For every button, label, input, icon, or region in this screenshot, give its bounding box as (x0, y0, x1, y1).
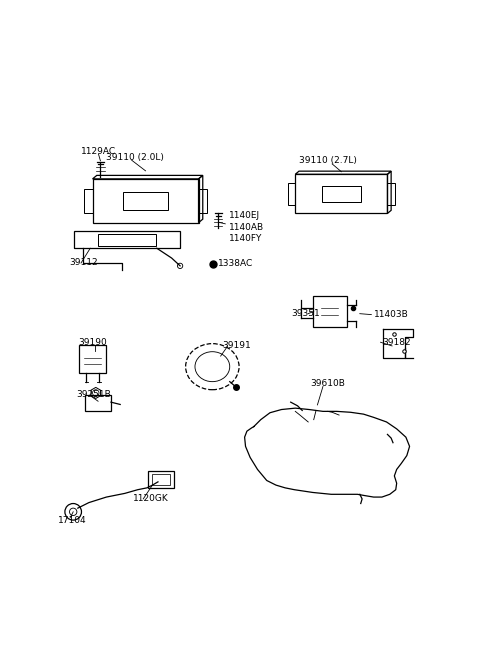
Text: 39610B: 39610B (310, 379, 345, 388)
Text: 39110 (2.7L): 39110 (2.7L) (299, 156, 357, 165)
Bar (152, 474, 170, 485)
Text: 39191: 39191 (223, 341, 251, 350)
Bar (85, 395, 111, 411)
Bar (123, 191, 168, 210)
Bar (148, 471, 174, 488)
Text: 17104: 17104 (58, 515, 86, 525)
Text: 39190: 39190 (79, 338, 108, 346)
Bar (79, 345, 107, 373)
Bar (322, 185, 361, 202)
Text: 1140EJ
1140AB
1140FY: 1140EJ 1140AB 1140FY (228, 212, 264, 242)
Bar (295, 174, 387, 214)
Text: 39351: 39351 (292, 309, 320, 318)
Bar (288, 183, 295, 204)
Text: 1338AC: 1338AC (218, 259, 253, 269)
Bar (93, 179, 199, 223)
Bar (312, 295, 347, 327)
Bar (98, 234, 156, 246)
Text: 39112: 39112 (70, 259, 98, 267)
Bar (84, 189, 93, 213)
Text: 1120GK: 1120GK (133, 495, 169, 504)
Text: 39182: 39182 (382, 338, 410, 346)
Bar (74, 231, 180, 248)
Text: 11403B: 11403B (373, 310, 408, 319)
Text: 1129AC: 1129AC (81, 147, 116, 156)
Bar (387, 183, 395, 204)
Text: 39251B: 39251B (76, 390, 111, 399)
Text: 39110 (2.0L): 39110 (2.0L) (107, 153, 164, 162)
Bar (199, 189, 207, 213)
